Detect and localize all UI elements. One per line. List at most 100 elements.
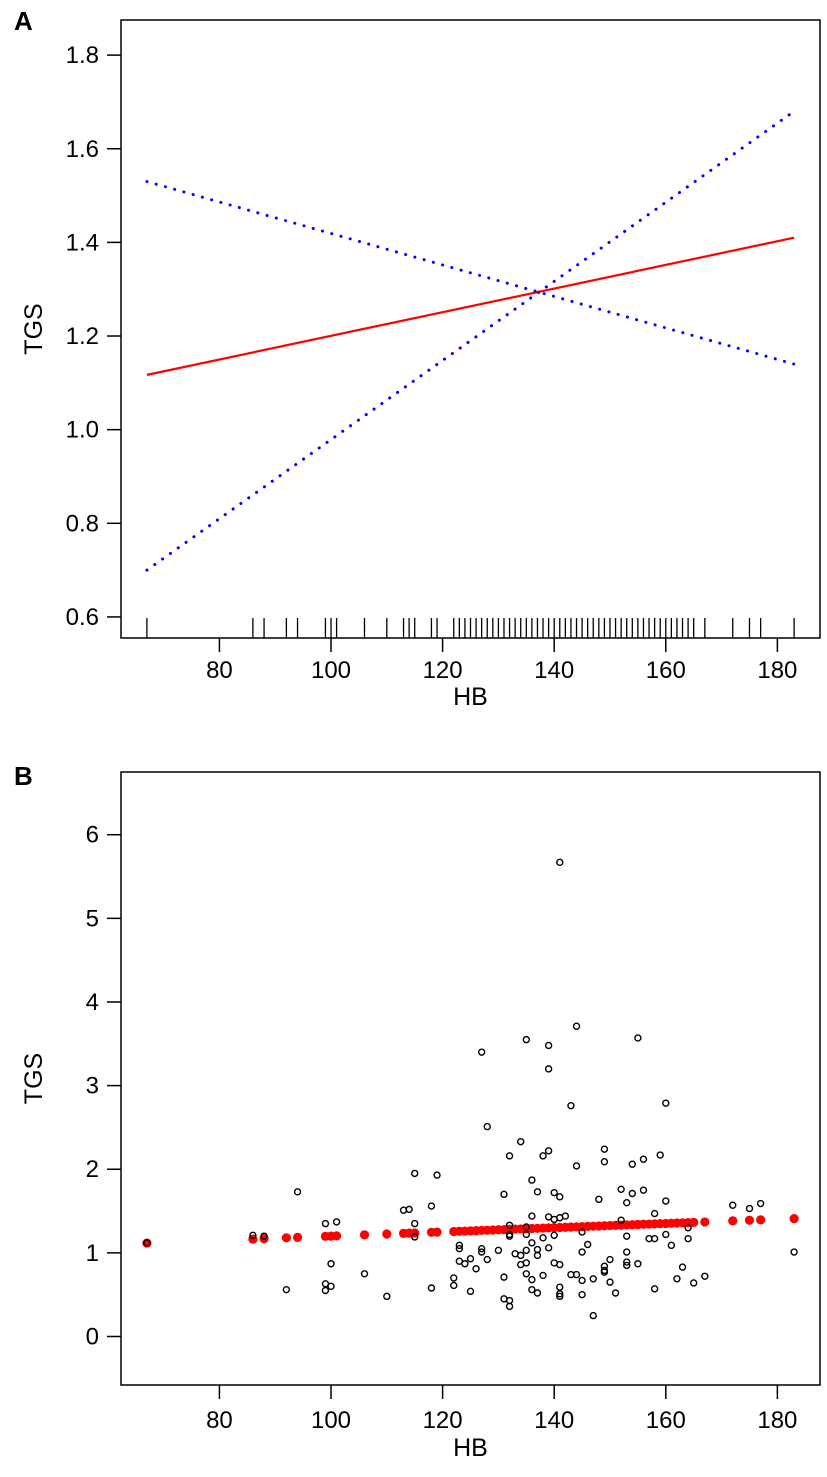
observed-point [556, 1292, 564, 1301]
observed-point [656, 1151, 664, 1159]
fitted-point [728, 1216, 738, 1226]
y-tick-label: 3 [86, 1073, 99, 1100]
observed-point [528, 1275, 536, 1284]
observed-point [578, 1276, 586, 1285]
observed-point [667, 1241, 676, 1250]
fitted-point [382, 1229, 392, 1239]
observed-point [595, 1195, 603, 1204]
observed-point [561, 1212, 570, 1220]
fitted-point [331, 1231, 342, 1241]
observed-point [483, 1122, 491, 1131]
observed-point [427, 1284, 436, 1292]
observed-point [567, 1101, 575, 1110]
fitted-point [700, 1217, 710, 1227]
x-tick-label: 80 [206, 1407, 233, 1434]
observed-point [528, 1212, 536, 1220]
observed-point [689, 1279, 698, 1287]
observed-point [321, 1219, 330, 1228]
y-tick-label: 1 [86, 1240, 99, 1267]
observed-point [628, 1160, 637, 1168]
y-tick-label: 1.8 [66, 42, 99, 69]
ci-line [145, 109, 796, 572]
observed-point [505, 1152, 514, 1160]
y-tick-label: 1.4 [66, 229, 99, 256]
observed-point [729, 1201, 737, 1209]
observed-point [544, 1147, 553, 1155]
observed-point [556, 1260, 564, 1269]
x-tick-label: 100 [311, 1407, 351, 1434]
observed-point [327, 1260, 335, 1268]
observed-point [684, 1234, 692, 1243]
observed-point [533, 1289, 542, 1297]
y-tick-label: 2 [86, 1156, 99, 1183]
observed-point [533, 1245, 542, 1254]
fitted-point [689, 1217, 699, 1227]
observed-point [539, 1152, 547, 1160]
observed-point [600, 1268, 609, 1276]
observed-point [623, 1261, 631, 1270]
x-tick-label: 120 [423, 1407, 463, 1434]
observed-point [550, 1231, 558, 1240]
observed-point [505, 1221, 514, 1229]
observed-point [628, 1189, 637, 1198]
plot-frame [120, 19, 821, 639]
panel-label: B [14, 761, 33, 791]
observed-point [623, 1198, 631, 1207]
observed-point [383, 1292, 391, 1301]
x-tick-label: 140 [534, 1407, 574, 1434]
observed-point [617, 1185, 625, 1194]
observed-point [477, 1244, 486, 1253]
observed-point [427, 1202, 436, 1210]
observed-point [483, 1255, 491, 1264]
observed-point [583, 1240, 592, 1249]
observed-point [623, 1258, 631, 1266]
observed-point [701, 1272, 709, 1280]
x-tick-label: 160 [646, 1407, 686, 1434]
observed-point [617, 1216, 625, 1224]
fitted-point [359, 1230, 370, 1240]
observed-point [477, 1248, 486, 1256]
fitted-point [756, 1215, 766, 1225]
ci-line [145, 180, 796, 366]
observed-point [539, 1271, 547, 1280]
observed-point [282, 1285, 291, 1294]
observed-point [572, 1162, 581, 1170]
observed-point [522, 1230, 530, 1239]
observed-point [639, 1155, 648, 1163]
x-tick-label: 100 [311, 657, 351, 684]
x-tick-label: 140 [534, 657, 574, 684]
plot-frame [120, 771, 821, 1386]
observed-point [623, 1248, 631, 1256]
observed-point [684, 1224, 692, 1232]
observed-point [578, 1248, 586, 1256]
observed-point [528, 1176, 536, 1184]
observed-point [461, 1260, 469, 1268]
panel-b: B 80 100 120 140 160 180 0 1 2 3 4 5 6 HB TGS [14, 761, 821, 1462]
fitted-point [789, 1213, 799, 1224]
observed-point [533, 1188, 542, 1196]
y-tick-label: 1.6 [66, 136, 99, 163]
observed-point [556, 1290, 564, 1298]
x-tick-label: 120 [423, 657, 463, 684]
observed-point [522, 1035, 530, 1044]
observed-point [634, 1034, 642, 1042]
observed-point [533, 1251, 542, 1260]
y-tick-label: 0 [86, 1323, 99, 1350]
x-axis-label: HB [453, 1434, 488, 1462]
observed-point [606, 1255, 614, 1264]
fitted-point [432, 1227, 442, 1237]
observed-point [500, 1273, 508, 1281]
fitted-point [281, 1233, 291, 1243]
observed-point [260, 1232, 268, 1240]
x-axis-label: HB [453, 683, 488, 711]
observed-point [600, 1145, 609, 1153]
observed-point [505, 1232, 514, 1240]
observed-point [321, 1286, 330, 1295]
observed-point [662, 1197, 670, 1205]
panel-a: A 80 100 120 140 160 180 0.6 0.8 1.0 1.2 1.4 1.6 1.8 H… [14, 6, 821, 711]
observed-point [450, 1281, 458, 1290]
observed-point [455, 1244, 464, 1253]
observed-point [327, 1282, 335, 1291]
observed-point [494, 1246, 503, 1255]
